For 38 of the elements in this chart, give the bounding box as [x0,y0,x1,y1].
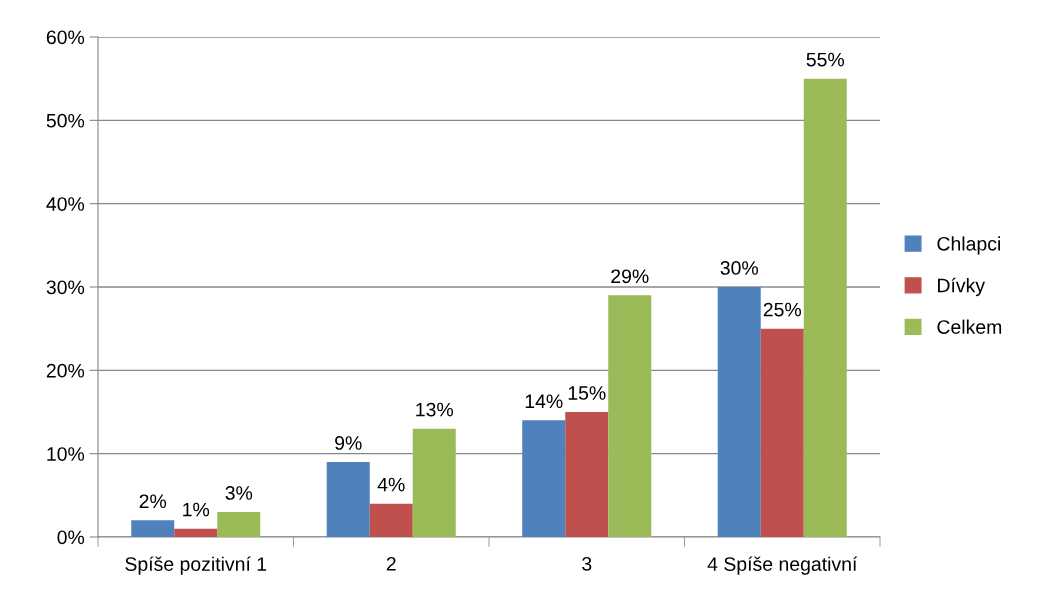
legend-label: Dívky [938,277,986,297]
data-label: 14% [525,394,563,409]
bar [760,328,804,537]
y-tick-label: 40% [46,197,85,211]
bar [565,412,609,537]
data-label: 2% [139,494,167,509]
x-tick-label: 2 [386,556,396,571]
bar [522,420,566,537]
data-label: 25% [763,302,802,317]
bar [412,428,456,537]
data-label: 3% [225,486,253,500]
bar [174,528,218,537]
data-label: 30% [720,261,759,275]
bar [131,520,175,537]
x-tick-label: Spíše pozitivní 1 [125,556,267,575]
data-label: 4% [377,477,405,492]
x-tick-label: 3 [582,556,592,571]
data-label: 55% [806,52,845,67]
bar [326,462,370,537]
y-tick-label: 0% [57,530,85,545]
data-label: 15% [568,386,606,400]
bar [717,287,761,537]
y-tick-label: 10% [47,447,85,461]
y-tick-label: 20% [46,363,85,378]
bar [608,295,652,537]
bar [217,512,261,537]
legend-label: Celkem [937,319,1002,334]
bar [369,503,413,537]
data-label: 1% [183,502,210,517]
legend-label: Chlapci [937,236,1000,255]
data-label: 9% [335,436,362,450]
bar [803,78,847,537]
y-tick-label: 30% [46,280,85,295]
y-tick-label: 50% [46,113,85,128]
x-tick-label: 4 Spíše negativní [707,556,858,575]
y-tick-label: 60% [46,30,85,45]
data-label: 29% [611,269,649,284]
data-label: 13% [416,402,454,417]
